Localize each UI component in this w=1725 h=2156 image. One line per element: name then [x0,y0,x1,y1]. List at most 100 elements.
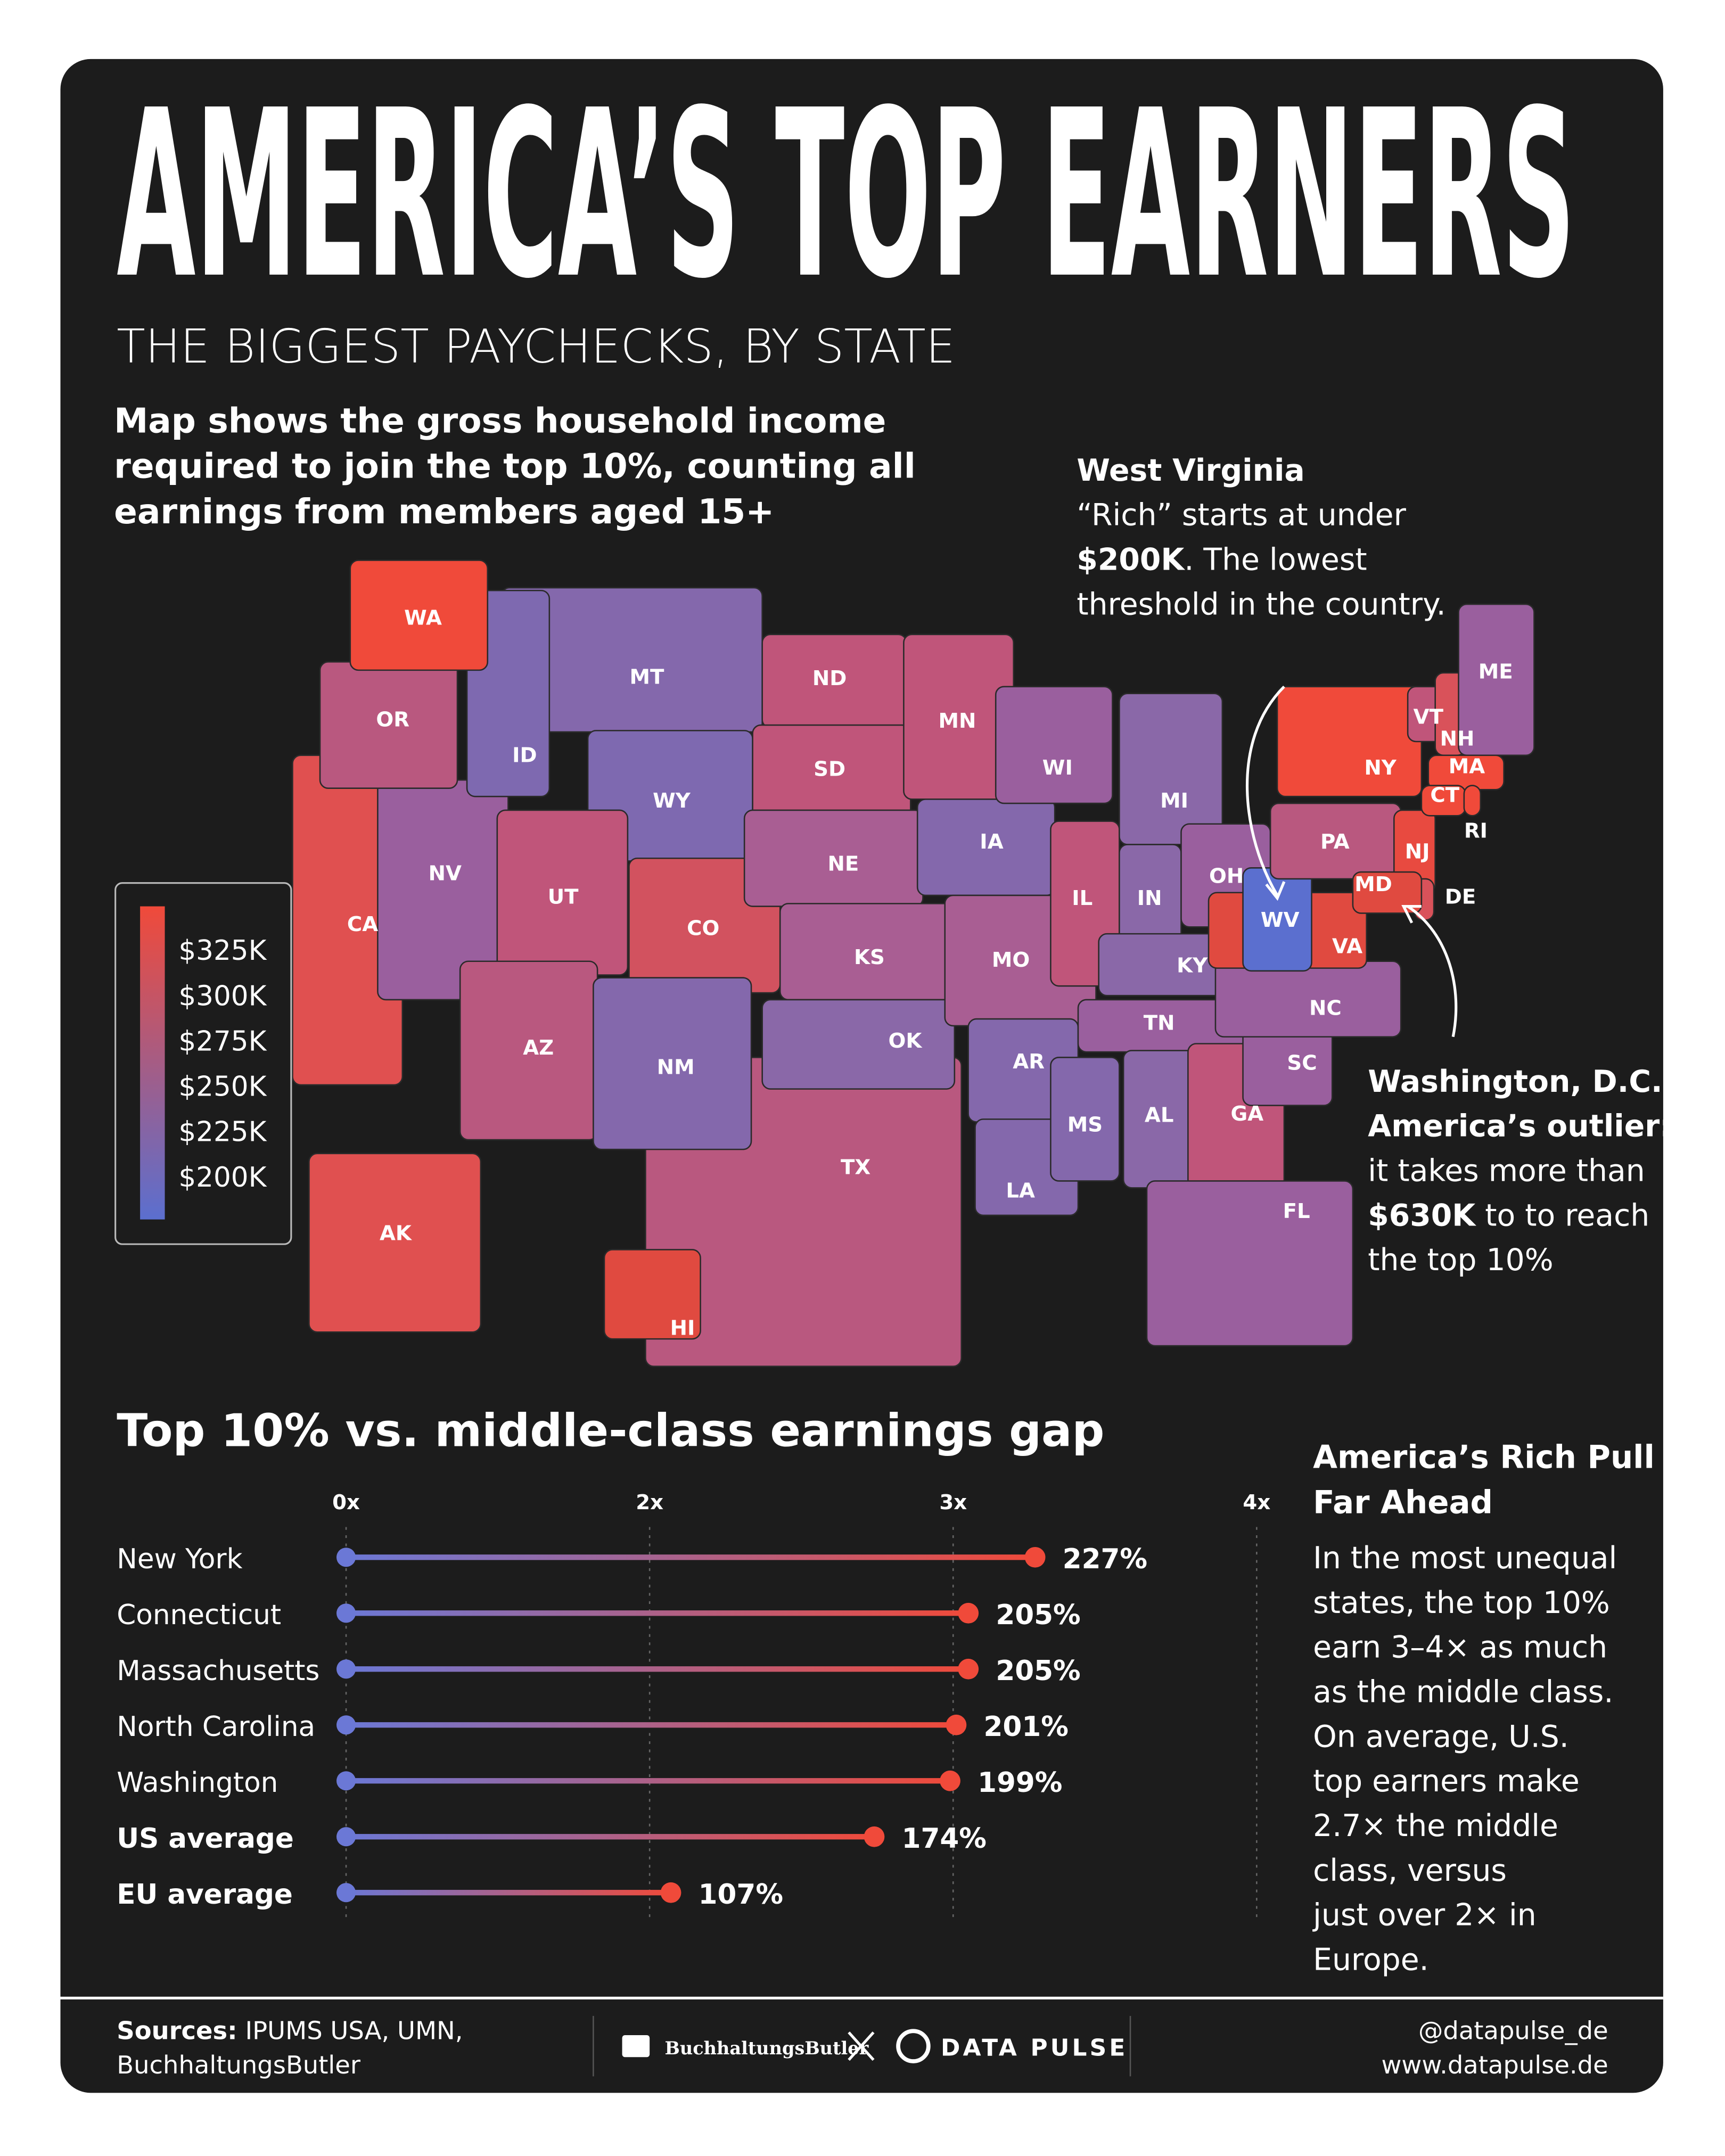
category-label: EU average [117,1879,293,1911]
text-run: . The lowest [1184,542,1367,578]
annotation: “Rich” starts at under [1077,498,1406,533]
state [995,686,1113,804]
lollipop-start [336,1715,356,1735]
lollipop-stem [346,1834,875,1840]
lollipop-dot [946,1714,967,1735]
lollipop-start [336,1827,356,1847]
state-label: KY [1177,953,1208,977]
state [761,999,956,1090]
link: @datapulse_de [1418,2017,1608,2045]
text-run: BuchhaltungsButler [117,2051,361,2079]
annotation: the top 10% [1368,1242,1553,1278]
category-label: Massachusetts [117,1655,319,1687]
state-label: ND [812,666,847,690]
value-label: 107% [699,1879,783,1911]
state-label: WA [404,606,442,630]
state-label: RI [1464,819,1488,843]
state-label: MS [1067,1113,1103,1137]
category-label: Washington [117,1767,278,1799]
lollipop-stem [346,1666,968,1672]
state-label: MD [1354,873,1392,896]
sidebar-title: America’s Rich Pull [1313,1439,1655,1476]
state-label: MT [630,665,664,689]
sidebar-text: states, the top 10% [1313,1585,1610,1620]
state-label: TX [841,1156,870,1180]
lollipop-stem [346,1610,968,1616]
text-run: IPUMS USA, UMN, [237,2017,463,2045]
annotation: Washington, D.C., [1368,1064,1674,1099]
state [1214,960,1402,1038]
category-label: New York [117,1543,242,1575]
state-label: CO [687,917,719,941]
arrow [1246,685,1285,896]
description: Map shows the gross household income [114,401,886,441]
text-run: Washington, D.C., [1368,1064,1674,1099]
legend-label: $250K [178,1071,267,1103]
state-label: GA [1230,1102,1263,1126]
lollipop-stem [346,1890,671,1896]
lollipop-start [336,1883,356,1903]
value-label: 199% [978,1767,1062,1799]
arrow-head [1265,881,1286,901]
logo-text: DATA PULSE [941,2035,1128,2062]
state-label: PA [1320,830,1350,854]
state-label: IN [1137,886,1162,910]
state-label: MA [1449,754,1485,778]
x-tick-label: 0x [332,1491,360,1515]
sidebar-text: top earners make [1313,1764,1580,1799]
title: AMERICA’S TOP EARNERS [117,61,1575,330]
state-label: VA [1332,934,1362,958]
sidebar-text: Europe. [1313,1942,1429,1977]
state-label: OR [376,708,409,732]
sources: BuchhaltungsButler [117,2051,361,2079]
state [1119,693,1223,845]
sidebar-text: earn 3–4× as much [1313,1630,1607,1665]
text-run: $630K [1368,1198,1476,1233]
state-label: AR [1013,1050,1045,1074]
value-label: 205% [996,1599,1080,1631]
category-label: Connecticut [117,1599,281,1631]
state-label: LA [1006,1179,1035,1203]
state-label: WY [653,789,691,813]
text-run: Sources: [117,2017,237,2045]
state-label: AL [1145,1104,1174,1128]
x-tick-label: 4x [1243,1491,1270,1515]
state-label: MO [992,948,1030,972]
lollipop-stem [346,1778,950,1784]
sidebar-title: Far Ahead [1313,1484,1493,1521]
sidebar-text: as the middle class. [1313,1674,1613,1709]
category-label: US average [117,1823,294,1855]
text-run: “Rich” starts at under [1077,498,1406,533]
value-label: 201% [984,1711,1069,1743]
annotation: America’s outlier: [1368,1109,1672,1144]
legend-label: $325K [178,935,267,967]
logo-text: BuchhaltungsButler [665,2038,869,2059]
lollipop-stem [346,1722,956,1728]
state-label: MN [939,709,976,733]
text-run: $200K [1077,542,1185,578]
link: www.datapulse.de [1381,2051,1608,2079]
value-label: 205% [996,1655,1080,1687]
logo-icon [896,2029,931,2063]
lollipop-dot [940,1770,960,1791]
lollipop-dot [958,1658,979,1680]
state-label: ME [1478,660,1513,684]
cross [848,2031,875,2061]
text-run: West Virginia [1077,453,1304,488]
state-label: SD [814,757,845,781]
state [1352,871,1423,914]
category-label: North Carolina [117,1711,315,1743]
state-label: NY [1364,756,1397,780]
state-label: NV [429,862,462,886]
text-run: threshold in the country. [1077,587,1445,622]
state-label: CT [1430,783,1459,807]
lollipop-start [336,1603,356,1623]
legend-label: $275K [178,1025,267,1057]
state-label: OK [889,1029,923,1053]
sidebar-text: class, versus [1313,1853,1507,1888]
lollipop-start [336,1659,356,1679]
lollipop-dot [1024,1546,1046,1568]
sidebar-text: In the most unequal [1313,1541,1617,1576]
annotation: threshold in the country. [1077,587,1445,622]
